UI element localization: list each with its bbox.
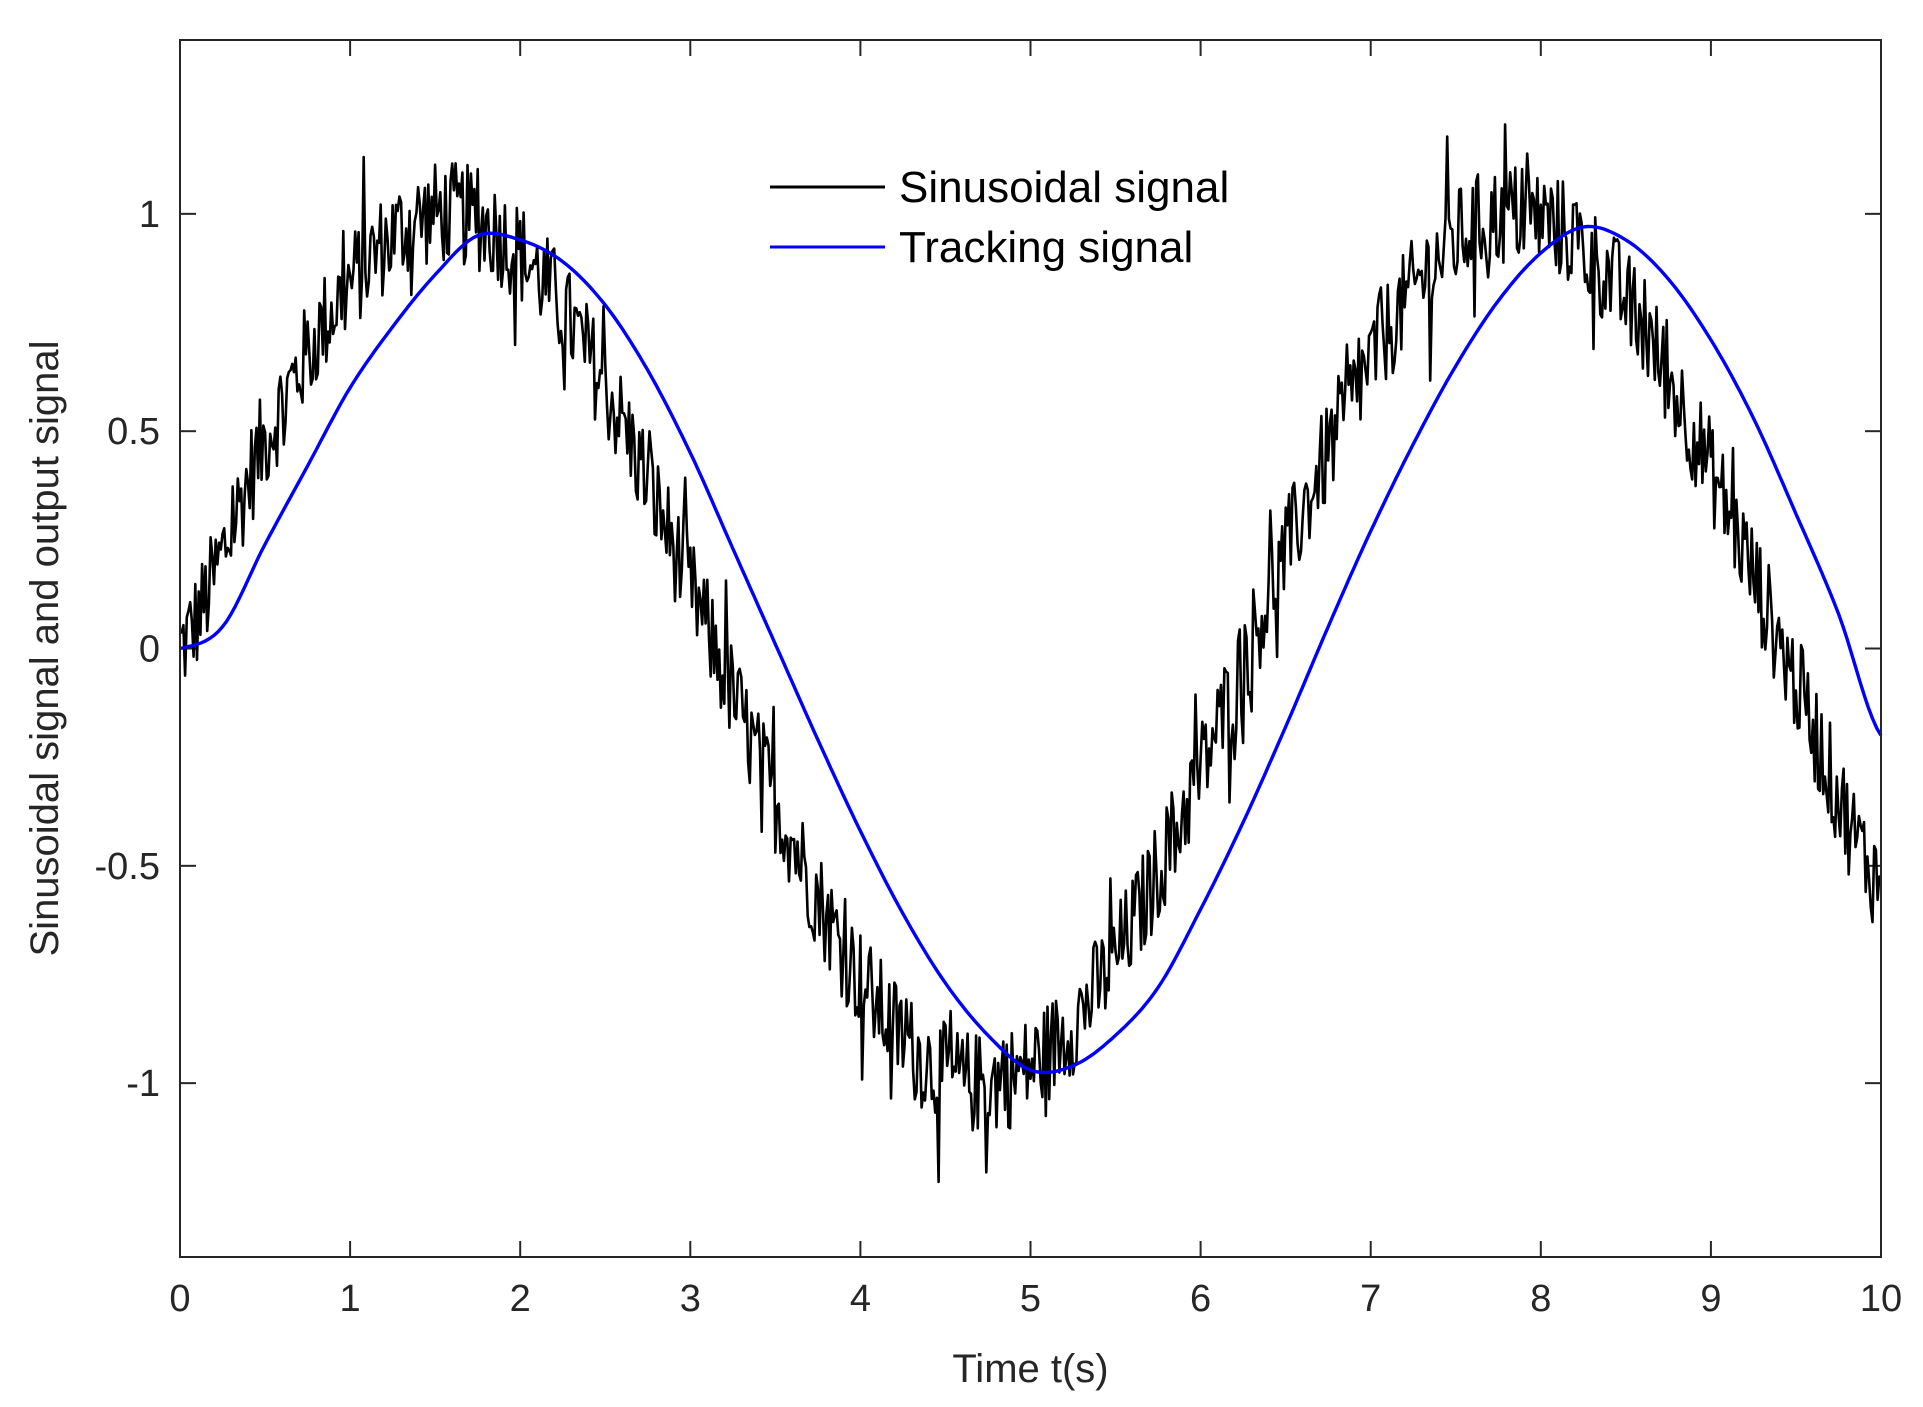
series-layer [179, 123, 1883, 1184]
x-axis-label: Time t(s) [952, 1347, 1108, 1391]
legend: Sinusoidal signal Tracking signal [770, 163, 1229, 272]
y-tick-label: -1 [126, 1063, 160, 1105]
x-tick-label: 7 [1360, 1278, 1381, 1320]
y-tick-label: -0.5 [95, 846, 160, 888]
y-tick-label: 0 [139, 629, 160, 671]
y-axis-ticks: -1 -0.5 0 0.5 1 [95, 194, 1881, 1105]
y-tick-label: 0.5 [107, 411, 160, 453]
x-tick-label: 6 [1190, 1278, 1211, 1320]
x-tick-label: 10 [1860, 1278, 1902, 1320]
series-line-sinusoidal-signal [179, 123, 1883, 1184]
x-tick-label: 1 [340, 1278, 361, 1320]
x-tick-label: 5 [1020, 1278, 1041, 1320]
legend-label-tracking-signal: Tracking signal [899, 223, 1193, 272]
x-tick-label: 9 [1700, 1278, 1721, 1320]
x-tick-label: 8 [1530, 1278, 1551, 1320]
x-tick-label: 0 [169, 1278, 190, 1320]
legend-label-sinusoidal-signal: Sinusoidal signal [899, 163, 1229, 212]
plot-frame [179, 39, 1882, 1258]
y-axis-label: Sinusoidal signal and output signal [23, 341, 67, 957]
series-line-tracking-signal [179, 224, 1883, 1075]
y-tick-label: 1 [139, 194, 160, 236]
x-tick-label: 2 [510, 1278, 531, 1320]
x-tick-label: 3 [680, 1278, 701, 1320]
x-axis-ticks: 0 1 2 3 4 5 6 7 8 9 10 [169, 40, 1902, 1320]
x-tick-label: 4 [850, 1278, 871, 1320]
